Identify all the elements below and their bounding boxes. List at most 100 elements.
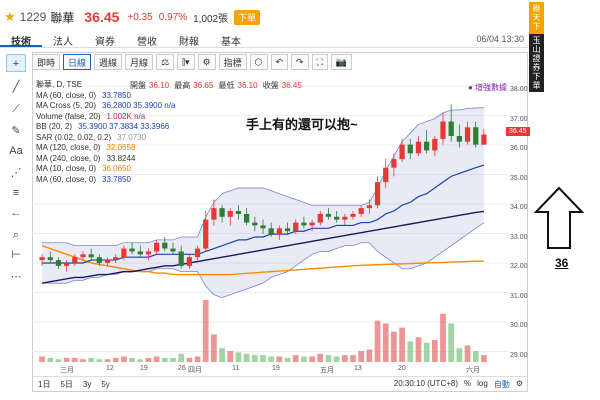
legend-row[interactable]: BB (20, 2) 35.3900 37.3834 33.3966: [36, 122, 175, 133]
template-button[interactable]: ⬡: [249, 54, 268, 70]
candle-body: [72, 257, 78, 263]
legend-label: Volume (false, 20): [36, 111, 101, 121]
last-price-tag: 36.45: [506, 127, 530, 136]
candle-body: [391, 159, 397, 168]
volume-bar: [145, 357, 152, 362]
realtime-button[interactable]: 即時: [32, 54, 61, 70]
volume-bar: [186, 357, 193, 362]
range-1d[interactable]: 1日: [38, 379, 51, 389]
candle-body: [88, 254, 94, 258]
y-tick-label: 29.00: [510, 351, 528, 359]
axis-settings-icon[interactable]: ⚙: [515, 379, 523, 388]
order-button[interactable]: 下單: [234, 9, 261, 25]
x-tick-label: 六月: [466, 367, 480, 374]
volume-bar: [309, 356, 315, 362]
trend-tool-icon[interactable]: ⟋: [12, 103, 20, 115]
tab-financials[interactable]: 財報: [179, 37, 199, 48]
tab-technical[interactable]: 技術: [0, 30, 42, 48]
legend-row[interactable]: SAR (0.02, 0.02, 0.2) 37.0730: [36, 133, 175, 144]
volume-bar: [423, 342, 430, 362]
candle-body: [301, 222, 307, 226]
y-tick-label: 34.00: [510, 204, 528, 211]
compare-button[interactable]: ⚖: [156, 54, 175, 70]
time-axis[interactable]: 三月 12 19 26 四月 11 19 五月 13 20 六月: [36, 365, 506, 375]
snapshot-button[interactable]: 📷: [330, 54, 353, 70]
price-chart[interactable]: [32, 74, 508, 370]
text-tool-icon[interactable]: Aa: [9, 145, 23, 157]
volume-bar: [71, 357, 78, 362]
volume-bar: [276, 356, 283, 362]
volume-bar: [350, 355, 356, 362]
legend-row[interactable]: MA (60, close, 0) 33.7850: [36, 91, 175, 102]
weekly-button[interactable]: 週線: [94, 54, 123, 70]
legend-row[interactable]: MA Cross (5, 20) 36.2800 35.3900 n/a: [36, 101, 175, 112]
volume-bar: [194, 356, 201, 362]
candle-body: [407, 144, 413, 154]
more-icon[interactable]: ⋯: [10, 271, 22, 283]
volume-bar: [284, 357, 291, 362]
candle-body: [80, 254, 86, 258]
legend-row[interactable]: MA (120, close, 0) 32.0658: [36, 143, 175, 154]
banner-bottom[interactable]: 玉山證券下單: [529, 34, 544, 92]
range-3y[interactable]: 3y: [82, 379, 92, 389]
y-tick-label: 33.00: [510, 233, 528, 241]
pattern-tool-icon[interactable]: ⋰: [10, 167, 22, 179]
candle-body: [137, 251, 143, 255]
candle-body: [55, 260, 62, 266]
redo-button[interactable]: ↷: [291, 54, 309, 70]
percent-toggle[interactable]: %: [464, 379, 472, 388]
legend-row[interactable]: MA (10, close, 0) 36.0650: [36, 164, 175, 175]
log-toggle[interactable]: log: [477, 379, 488, 388]
candle-body: [203, 219, 209, 249]
indicators-button[interactable]: 指標: [218, 54, 247, 70]
tab-revenue[interactable]: 營收: [137, 37, 157, 48]
price-axis[interactable]: 38.00 37.00 36.00 35.00 34.00 33.00 32.00 31.00…: [508, 80, 528, 370]
candle-body: [440, 121, 446, 139]
enhanced-data-link[interactable]: ● 增強數據: [468, 83, 508, 92]
candle-body: [170, 248, 176, 252]
ma60-line: [41, 210, 484, 284]
tab-basic[interactable]: 基本: [221, 37, 241, 48]
legend-row[interactable]: Volume (false, 20) 1.002K n/a: [36, 112, 175, 123]
line-tool-icon[interactable]: ╱: [12, 81, 20, 93]
legend-value: 37.0730: [117, 132, 147, 142]
range-5y[interactable]: 5y: [101, 379, 110, 389]
back-icon[interactable]: ←: [10, 207, 22, 219]
volume-bar: [358, 350, 365, 362]
auto-toggle[interactable]: 自動: [493, 380, 510, 389]
up-arrow-annotation: [534, 186, 584, 249]
x-tick-label: 三月: [60, 367, 74, 374]
ohlc-readout: 開盤 36.10 最高 36.65 最低 36.10 收盤 36.45: [130, 81, 302, 90]
x-tick-label: 12: [106, 365, 114, 372]
range-5d[interactable]: 5日: [60, 379, 73, 389]
favorite-star-icon[interactable]: ★: [4, 9, 16, 24]
candle-body: [383, 167, 389, 183]
pen-tool-icon[interactable]: ✎: [11, 125, 21, 137]
undo-button[interactable]: ↶: [270, 54, 289, 70]
volume-bar: [153, 356, 160, 362]
side-banner[interactable]: 聯天下 玉山證券下單: [529, 2, 544, 92]
candle-body: [104, 260, 111, 263]
fib-tool-icon[interactable]: ≡: [12, 187, 20, 199]
ruler-icon[interactable]: ⊢: [11, 249, 21, 261]
banner-top[interactable]: 聯天下: [529, 2, 544, 34]
candle-body: [219, 208, 225, 217]
volume-bar: [211, 334, 217, 362]
legend-row[interactable]: MA (240, close, 0) 33.8244: [36, 154, 175, 165]
settings-button[interactable]: ⚙: [197, 54, 216, 70]
fullscreen-button[interactable]: ⛶: [311, 54, 328, 70]
volume-bar: [472, 350, 479, 362]
zoom-icon[interactable]: ⌕: [12, 229, 20, 241]
candle-type-button[interactable]: ⫿▾: [177, 54, 195, 70]
monthly-button[interactable]: 月線: [125, 54, 154, 70]
legend-row[interactable]: MA (60, close, 0) 33.7850: [36, 175, 175, 186]
daily-button[interactable]: 日線: [63, 54, 92, 70]
bollinger-lower-line: [42, 222, 485, 299]
candle-body: [244, 213, 250, 223]
cursor-icon[interactable]: +: [6, 54, 26, 72]
x-tick-label: 19: [272, 365, 280, 372]
tab-institutional[interactable]: 法人: [53, 37, 73, 48]
y-tick-label: 31.00: [510, 292, 528, 300]
tab-margin[interactable]: 資券: [95, 37, 115, 48]
